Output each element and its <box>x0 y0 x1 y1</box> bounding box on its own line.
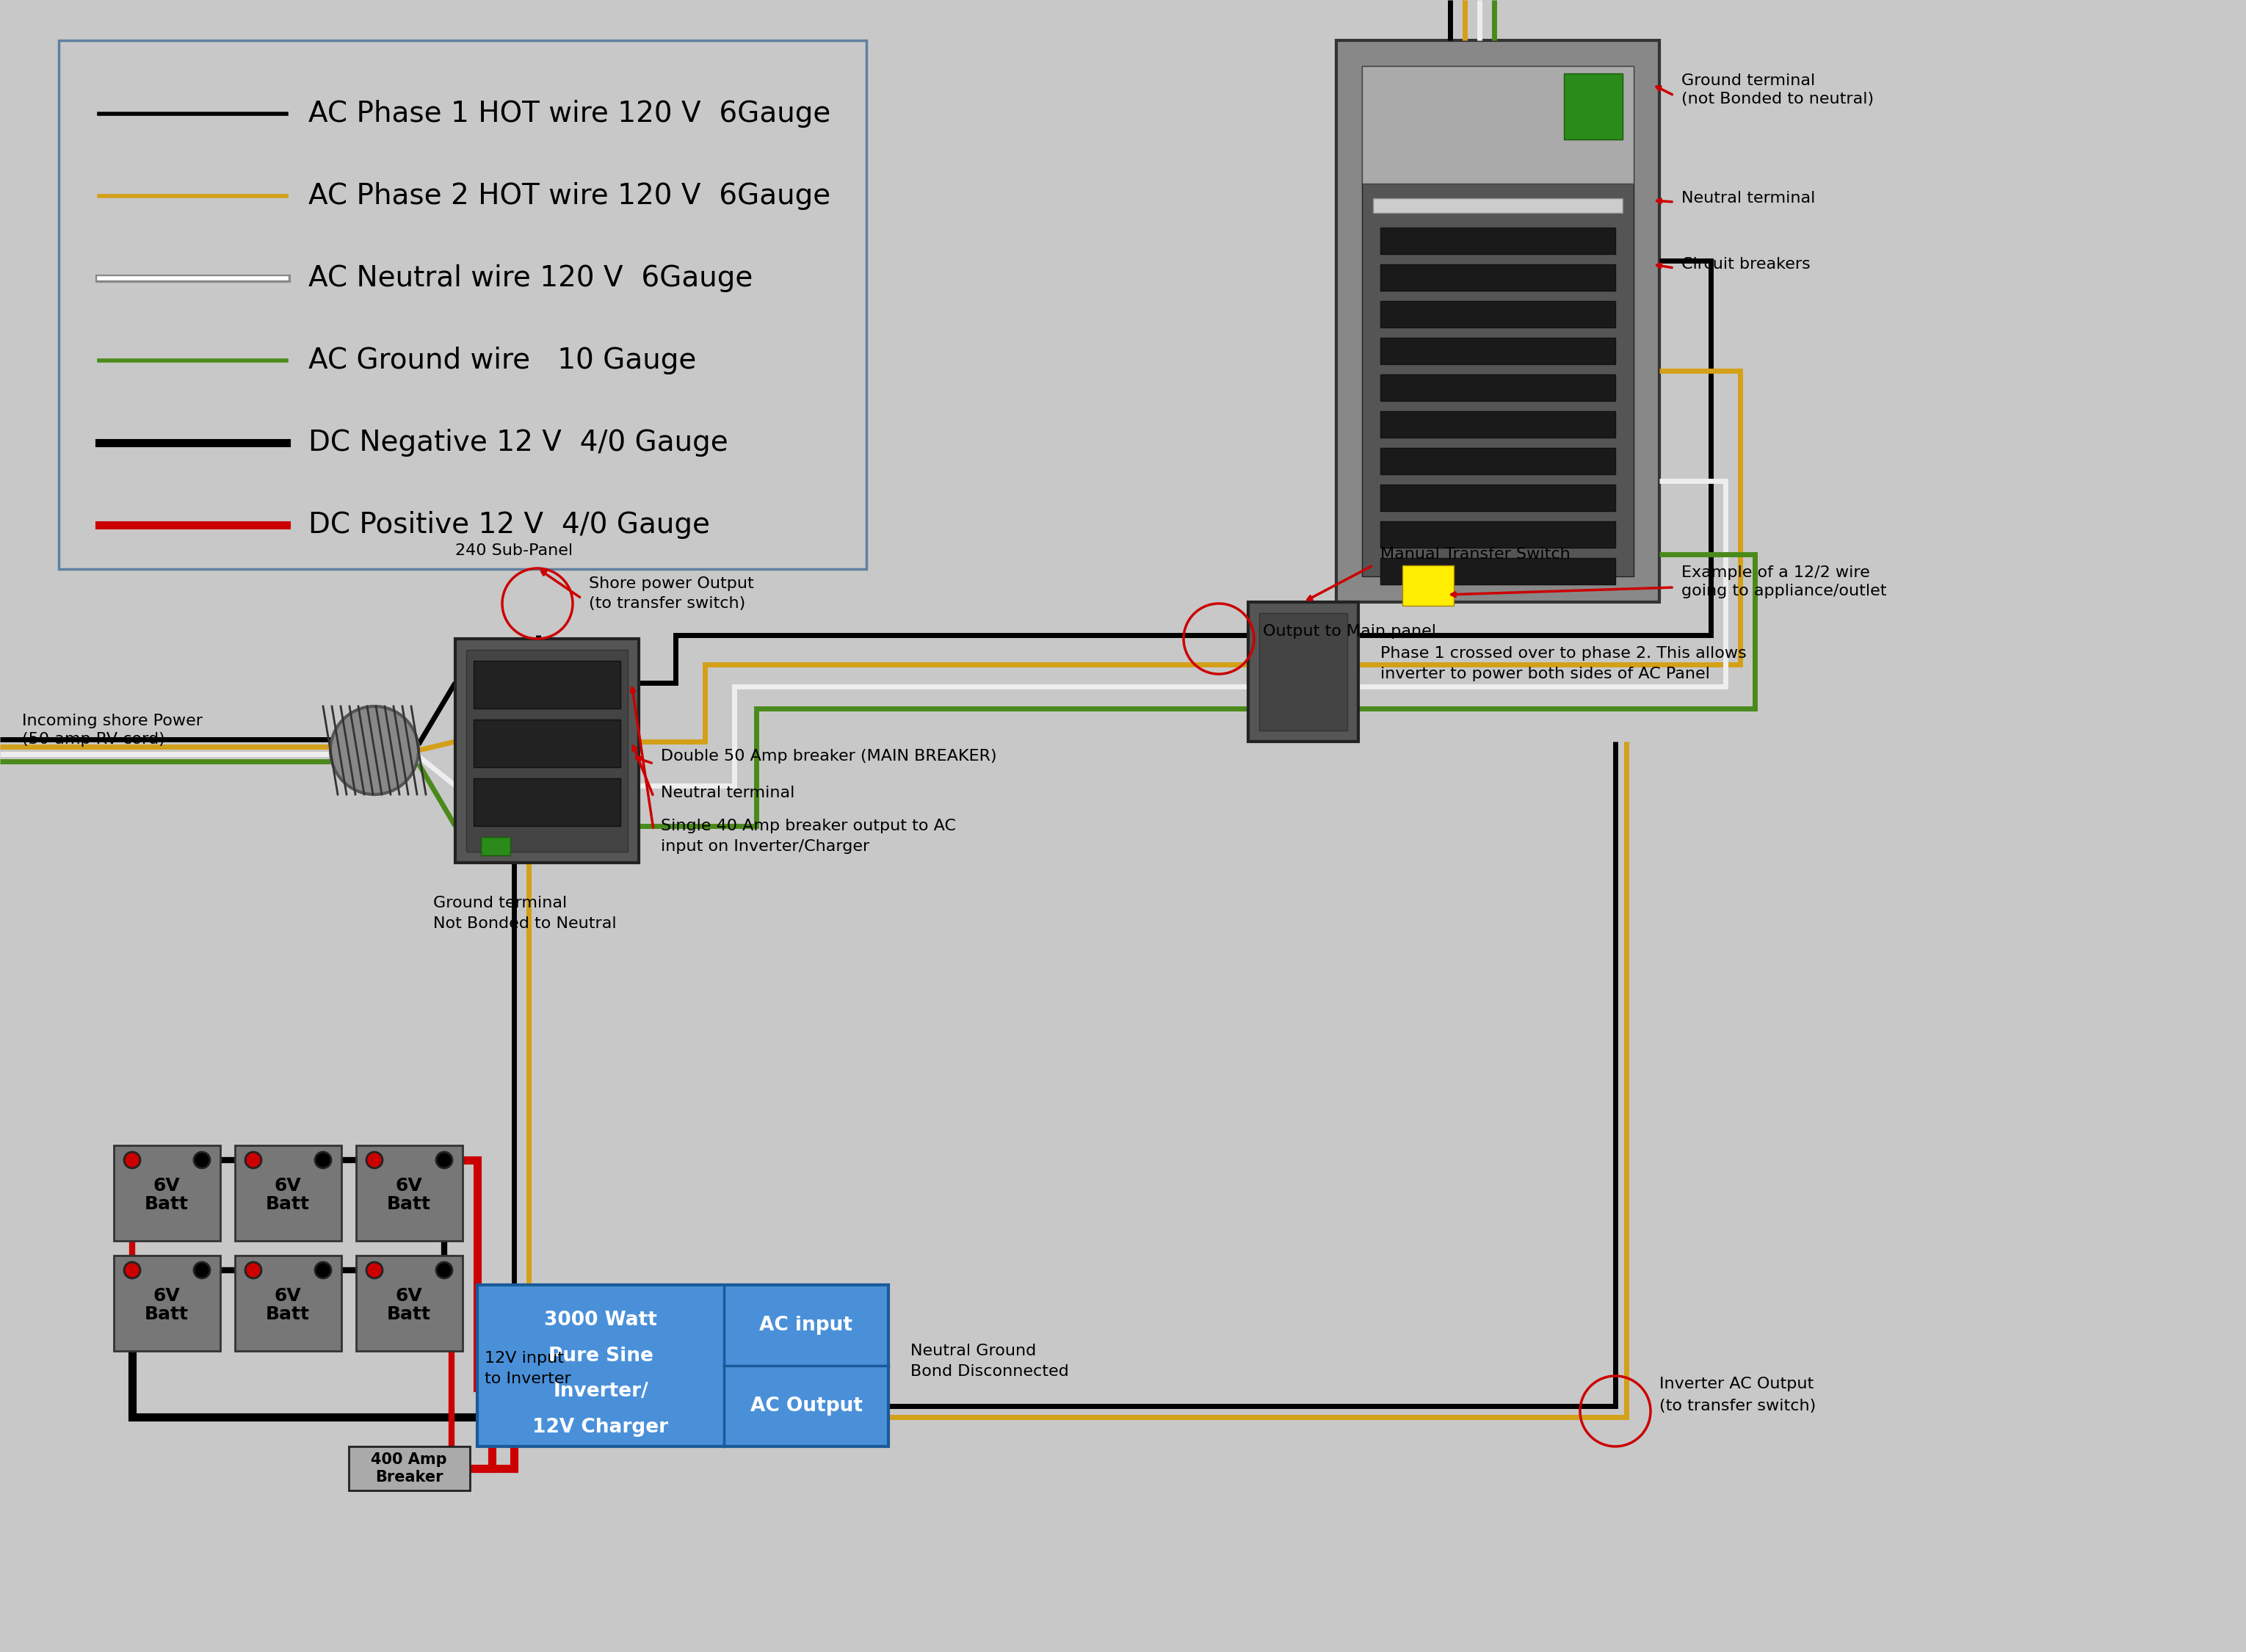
Bar <box>1381 301 1615 327</box>
Text: 240 Sub-Panel: 240 Sub-Panel <box>456 544 573 558</box>
Text: 6V: 6V <box>274 1287 301 1305</box>
Text: Single 40 Amp breaker output to AC: Single 40 Amp breaker output to AC <box>660 819 957 833</box>
Text: Incoming shore Power: Incoming shore Power <box>22 714 202 729</box>
Text: Neutral terminal: Neutral terminal <box>660 786 795 800</box>
Circle shape <box>314 1151 330 1168</box>
Text: 6V: 6V <box>153 1176 180 1194</box>
Bar <box>1563 73 1622 139</box>
Bar <box>1381 375 1615 401</box>
Text: Phase 1 crossed over to phase 2. This allows: Phase 1 crossed over to phase 2. This al… <box>1381 646 1747 661</box>
Bar <box>115 1256 220 1351</box>
Circle shape <box>193 1151 209 1168</box>
Bar <box>1361 66 1633 183</box>
Text: (to transfer switch): (to transfer switch) <box>1660 1399 1817 1414</box>
Bar <box>481 838 510 856</box>
Text: 12V input: 12V input <box>485 1351 564 1366</box>
Text: to Inverter: to Inverter <box>485 1371 570 1386</box>
Bar <box>1361 66 1633 577</box>
Text: AC input: AC input <box>759 1315 853 1335</box>
Circle shape <box>366 1151 382 1168</box>
Text: DC Negative 12 V  4/0 Gauge: DC Negative 12 V 4/0 Gauge <box>308 430 728 456</box>
Text: 12V Charger: 12V Charger <box>532 1417 669 1437</box>
Bar <box>1381 264 1615 291</box>
Bar <box>115 1145 220 1241</box>
Circle shape <box>193 1262 209 1279</box>
Bar <box>1381 522 1615 548</box>
Text: AC Neutral wire 120 V  6Gauge: AC Neutral wire 120 V 6Gauge <box>308 264 752 292</box>
Circle shape <box>314 1262 330 1279</box>
Text: Batt: Batt <box>144 1305 189 1323</box>
Bar <box>1381 337 1615 363</box>
Text: Batt: Batt <box>386 1196 431 1213</box>
Bar <box>476 1285 889 1447</box>
Bar <box>1381 558 1615 585</box>
Bar <box>58 40 867 568</box>
Text: Neutral terminal: Neutral terminal <box>1682 192 1815 205</box>
Text: Ground terminal: Ground terminal <box>1682 73 1815 88</box>
Text: Batt: Batt <box>265 1305 310 1323</box>
Text: (to transfer switch): (to transfer switch) <box>588 596 746 611</box>
Circle shape <box>245 1151 261 1168</box>
Text: input on Inverter/Charger: input on Inverter/Charger <box>660 839 869 854</box>
Text: inverter to power both sides of AC Panel: inverter to power both sides of AC Panel <box>1381 667 1709 681</box>
Text: DC Positive 12 V  4/0 Gauge: DC Positive 12 V 4/0 Gauge <box>308 510 710 539</box>
Text: 3000 Watt: 3000 Watt <box>544 1312 658 1330</box>
Text: going to appliance/outlet: going to appliance/outlet <box>1682 583 1887 598</box>
Text: Batt: Batt <box>265 1196 310 1213</box>
Bar <box>1249 601 1359 742</box>
Bar <box>1336 40 1660 601</box>
Circle shape <box>366 1262 382 1279</box>
Bar <box>474 778 620 826</box>
Bar <box>357 1145 463 1241</box>
Text: Neutral Ground: Neutral Ground <box>910 1343 1035 1358</box>
Text: Shore power Output: Shore power Output <box>588 577 755 591</box>
Bar <box>236 1256 341 1351</box>
Circle shape <box>245 1262 261 1279</box>
Text: (50 amp RV cord): (50 amp RV cord) <box>22 732 164 747</box>
Bar <box>357 1256 463 1351</box>
Circle shape <box>436 1151 451 1168</box>
Text: Circuit breakers: Circuit breakers <box>1682 258 1810 271</box>
Bar <box>1381 411 1615 438</box>
Text: Not Bonded to Neutral: Not Bonded to Neutral <box>433 917 615 932</box>
Text: Output to Main panel: Output to Main panel <box>1262 624 1435 639</box>
Bar <box>1260 613 1348 730</box>
Circle shape <box>436 1262 451 1279</box>
Text: Ground terminal: Ground terminal <box>433 895 566 910</box>
Text: Inverter/: Inverter/ <box>553 1383 649 1401</box>
Text: (not Bonded to neutral): (not Bonded to neutral) <box>1682 93 1873 106</box>
Bar <box>348 1447 469 1490</box>
Bar <box>474 661 620 709</box>
Text: Manual Transfer Switch: Manual Transfer Switch <box>1381 547 1570 562</box>
Bar <box>1381 228 1615 254</box>
Bar <box>474 720 620 767</box>
Text: AC Phase 2 HOT wire 120 V  6Gauge: AC Phase 2 HOT wire 120 V 6Gauge <box>308 182 831 210</box>
Text: Batt: Batt <box>386 1305 431 1323</box>
Text: AC Ground wire   10 Gauge: AC Ground wire 10 Gauge <box>308 347 696 375</box>
Text: 400 Amp
Breaker: 400 Amp Breaker <box>371 1452 447 1483</box>
Text: AC Phase 1 HOT wire 120 V  6Gauge: AC Phase 1 HOT wire 120 V 6Gauge <box>308 99 831 127</box>
Text: Batt: Batt <box>144 1196 189 1213</box>
Circle shape <box>124 1262 139 1279</box>
Bar <box>467 649 629 852</box>
Bar <box>1402 565 1453 606</box>
Text: 6V: 6V <box>153 1287 180 1305</box>
Circle shape <box>330 707 418 795</box>
Bar <box>236 1145 341 1241</box>
Text: 6V: 6V <box>395 1287 422 1305</box>
Bar <box>456 639 638 862</box>
Text: Example of a 12/2 wire: Example of a 12/2 wire <box>1682 565 1871 580</box>
Text: 6V: 6V <box>395 1176 422 1194</box>
Bar <box>1372 198 1622 213</box>
Bar <box>1381 448 1615 474</box>
Text: Bond Disconnected: Bond Disconnected <box>910 1365 1069 1379</box>
Circle shape <box>124 1151 139 1168</box>
Text: AC Output: AC Output <box>750 1396 862 1416</box>
Text: Double 50 Amp breaker (MAIN BREAKER): Double 50 Amp breaker (MAIN BREAKER) <box>660 748 997 763</box>
Text: Inverter AC Output: Inverter AC Output <box>1660 1376 1815 1391</box>
Text: 6V: 6V <box>274 1176 301 1194</box>
Text: Pure Sine: Pure Sine <box>548 1346 654 1366</box>
Bar <box>1381 484 1615 510</box>
